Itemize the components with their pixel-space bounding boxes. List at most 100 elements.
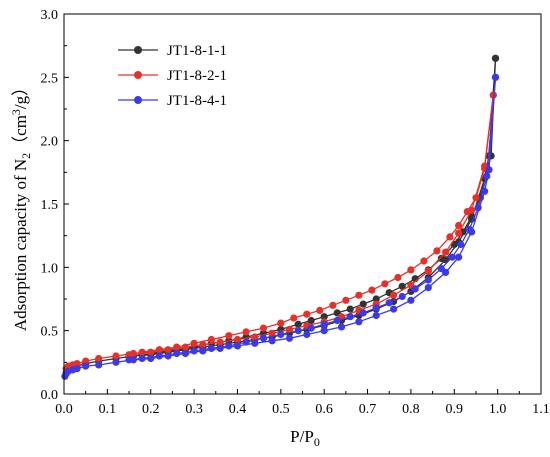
jt1-8-4-1-adsorption-point xyxy=(424,284,432,292)
jt1-8-2-1-desorption-point xyxy=(277,319,285,327)
jt1-8-4-1-desorption-point xyxy=(277,330,285,339)
jt1-8-2-1-desorption-point xyxy=(342,296,350,304)
jt1-8-2-1-adsorption-point xyxy=(199,341,207,349)
jt1-8-2-1-adsorption-point xyxy=(95,354,103,363)
y-axis-title-mid: （cm xyxy=(11,115,30,153)
x-tick-label: 0.7 xyxy=(359,402,377,417)
jt1-8-2-1-adsorption-point xyxy=(233,335,242,344)
jt1-8-4-1-desorption-point xyxy=(207,344,215,352)
jt1-8-2-1-desorption-point xyxy=(446,233,454,241)
jt1-8-4-1-desorption-point xyxy=(307,324,315,332)
jt1-8-1-1-desorption-point xyxy=(372,295,380,303)
x-tick-label: 0.6 xyxy=(315,402,333,417)
jt1-8-1-1-desorption-point xyxy=(491,54,500,62)
legend-marker xyxy=(134,71,142,79)
jt1-8-2-1-adsorption-point xyxy=(164,346,172,354)
jt1-8-4-1-adsorption-point xyxy=(355,318,363,326)
jt1-8-2-1-adsorption-point xyxy=(251,333,259,341)
legend-item-jt1-8-4-1: JT1-8-4-1 xyxy=(118,93,227,109)
jt1-8-2-1-desorption-point xyxy=(190,339,198,347)
jt1-8-2-1-desorption-point xyxy=(463,208,471,216)
plot-frame xyxy=(63,13,542,395)
jt1-8-4-1-desorption-point xyxy=(138,354,146,363)
x-tick-label: 0.3 xyxy=(185,402,203,417)
jt1-8-4-1-adsorption-point xyxy=(285,334,294,342)
x-axis-title-sub: 0 xyxy=(314,435,320,449)
jt1-8-4-1-desorption-point xyxy=(294,327,302,335)
jt1-8-4-1-desorption-point xyxy=(474,204,482,212)
jt1-8-2-1-desorption-point xyxy=(472,194,480,202)
jt1-8-4-1-desorption-point xyxy=(457,240,465,249)
jt1-8-4-1-adsorption-point xyxy=(147,354,155,363)
legend-label: JT1-8-2-1 xyxy=(167,68,227,84)
jt1-8-4-1-adsorption-point xyxy=(337,323,346,331)
jt1-8-2-1-desorption-point xyxy=(207,335,215,344)
jt1-8-2-1-adsorption-point xyxy=(147,348,155,356)
jt1-8-4-1-desorption-point xyxy=(385,299,393,307)
jt1-8-4-1-desorption-point xyxy=(333,316,341,325)
jt1-8-2-1-desorption-point xyxy=(290,314,298,322)
y-tick-label: 0.0 xyxy=(41,388,59,403)
x-tick-label: 0.0 xyxy=(55,402,73,417)
jt1-8-4-1-adsorption-point xyxy=(268,337,276,345)
y-axis-title-sub: 2 xyxy=(19,153,33,159)
jt1-8-4-1-desorption-point xyxy=(346,313,354,321)
series-jt1-8-2-1 xyxy=(62,91,497,373)
jt1-8-4-1-desorption-point xyxy=(491,73,500,81)
series-jt1-8-4-1 xyxy=(61,73,500,380)
jt1-8-4-1-desorption-point xyxy=(483,172,491,180)
y-axis-title-pre: Adsorption capacity of N xyxy=(11,159,30,331)
jt1-8-4-1-adsorption-point xyxy=(73,365,81,373)
jt1-8-4-1-adsorption-point xyxy=(485,166,493,174)
jt1-8-4-1-desorption-point xyxy=(372,304,380,312)
jt1-8-2-1-desorption-point xyxy=(259,324,268,332)
jt1-8-2-1-adsorption-point xyxy=(424,267,432,275)
y-tick-label: 2.0 xyxy=(41,135,59,150)
legend-label: JT1-8-1-1 xyxy=(167,43,227,59)
jt1-8-4-1-adsorption-point xyxy=(303,330,311,339)
jt1-8-4-1-desorption-point xyxy=(242,338,250,346)
jt1-8-2-1-desorption-point xyxy=(455,221,463,230)
jt1-8-2-1-adsorption-point xyxy=(390,291,398,299)
jt1-8-1-1-desorption-point xyxy=(294,320,302,328)
jt1-8-2-1-desorption-point xyxy=(316,306,324,314)
x-tick-label: 0.8 xyxy=(402,402,420,417)
y-axis-title-post: /g） xyxy=(11,79,30,109)
jt1-8-1-1-desorption-point xyxy=(320,313,328,321)
x-tick-label: 1.1 xyxy=(532,402,550,417)
jt1-8-4-1-adsorption-point xyxy=(95,361,103,369)
jt1-8-2-1-adsorption-point xyxy=(112,352,120,360)
jt1-8-2-1-adsorption-point xyxy=(216,338,224,346)
legend-item-jt1-8-2-1: JT1-8-2-1 xyxy=(118,68,227,84)
jt1-8-4-1-adsorption-point xyxy=(82,362,90,370)
y-tick-label: 2.5 xyxy=(41,71,59,86)
y-tick-label: 3.0 xyxy=(41,8,59,23)
jt1-8-4-1-desorption-point xyxy=(398,292,406,301)
y-axis-title: Adsorption capacity of N2（cm3/g） xyxy=(9,79,33,331)
y-tick-label: 0.5 xyxy=(41,325,59,340)
x-tick-label: 0.9 xyxy=(446,402,464,417)
jt1-8-2-1-desorption-point xyxy=(225,332,233,340)
jt1-8-2-1-desorption-point xyxy=(138,348,146,356)
jt1-8-4-1-adsorption-point xyxy=(216,344,224,352)
jt1-8-4-1-adsorption-point xyxy=(181,349,189,358)
legend-marker xyxy=(134,46,142,54)
y-axis-title-sup: 3 xyxy=(9,109,23,115)
jt1-8-2-1-desorption-point xyxy=(355,291,363,299)
jt1-8-4-1-desorption-point xyxy=(424,276,432,284)
jt1-8-4-1-desorption-line xyxy=(128,77,497,361)
jt1-8-2-1-desorption-line xyxy=(128,95,494,356)
y-tick-label: 1.5 xyxy=(41,198,59,213)
legend-item-jt1-8-1-1: JT1-8-1-1 xyxy=(118,43,227,59)
jt1-8-4-1-desorption-point xyxy=(448,253,456,261)
jt1-8-4-1-desorption-point xyxy=(437,265,445,273)
jt1-8-4-1-desorption-point xyxy=(411,285,419,293)
jt1-8-2-1-adsorption-point xyxy=(442,248,450,256)
jt1-8-1-1-desorption-point xyxy=(346,305,354,313)
jt1-8-4-1-desorption-point xyxy=(190,347,198,355)
jt1-8-2-1-desorption-point xyxy=(407,266,415,274)
jt1-8-2-1-desorption-point xyxy=(394,273,402,282)
legend-marker xyxy=(134,96,142,104)
x-tick-label: 1.0 xyxy=(489,402,507,417)
